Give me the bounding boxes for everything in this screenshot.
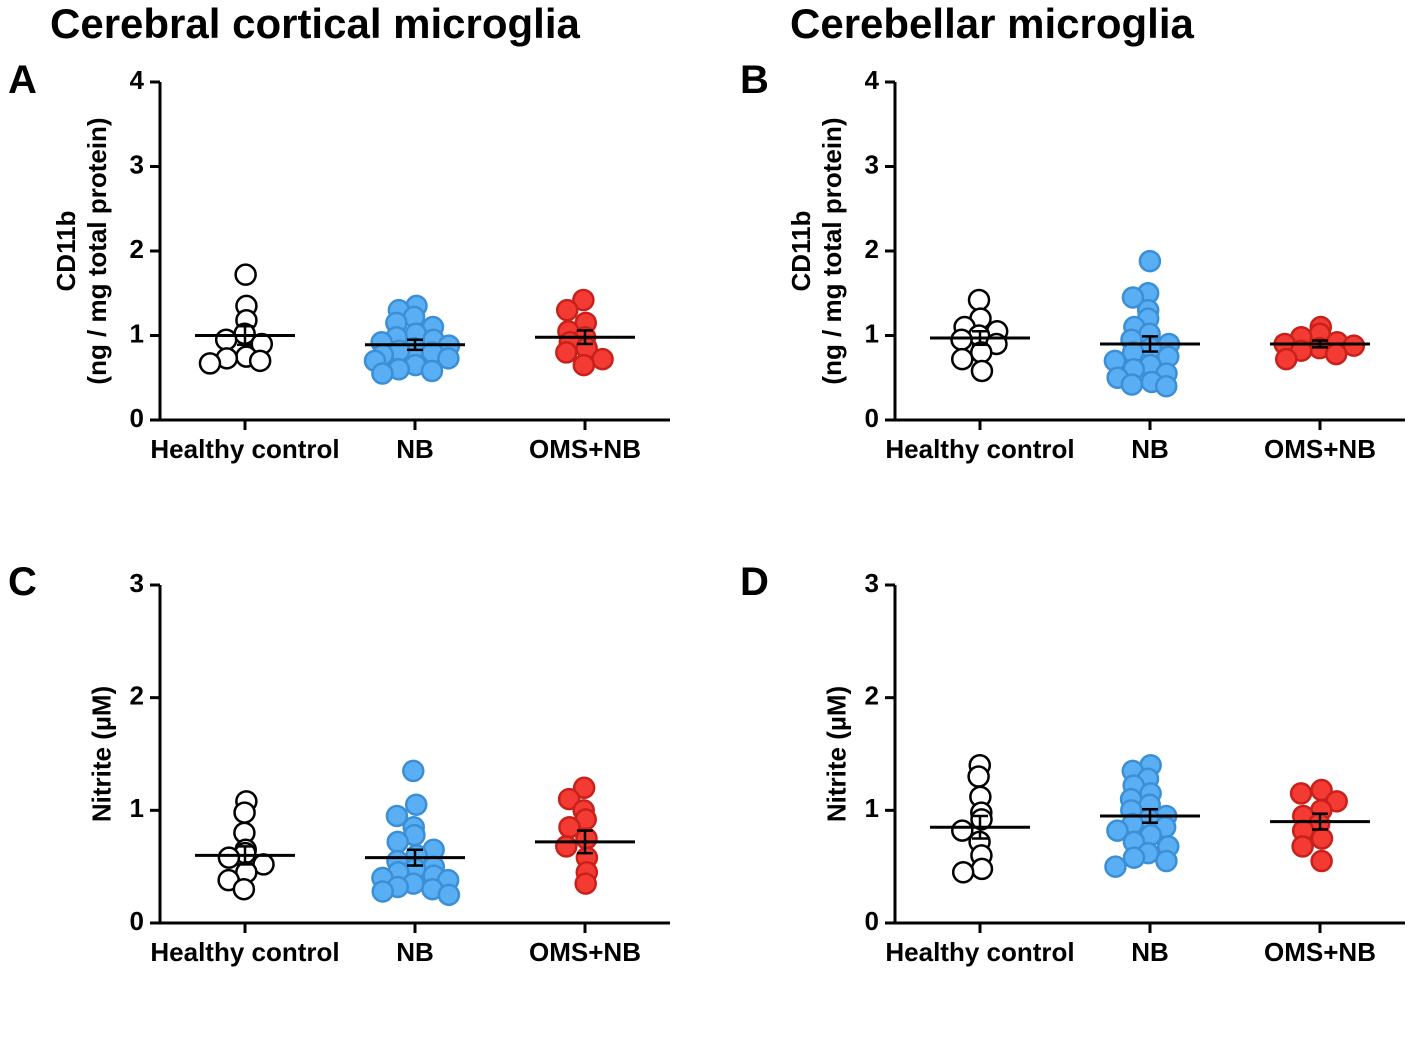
panel-label-B: B xyxy=(740,58,769,103)
plot-A: 0 1 2 3 4 xyxy=(130,52,700,500)
panel-label-C: C xyxy=(8,560,37,605)
svg-text:2: 2 xyxy=(130,234,144,264)
column-title-1: Cerebellar microglia xyxy=(790,0,1194,48)
ylabel-C: Nitrite (µM) xyxy=(87,686,118,822)
svg-text:2: 2 xyxy=(865,234,879,264)
ylabel-D-l0: Nitrite (µM) xyxy=(822,686,853,822)
svg-text:4: 4 xyxy=(865,65,880,95)
ylabel-C-l0: Nitrite (µM) xyxy=(87,686,118,822)
svg-text:1: 1 xyxy=(130,318,144,348)
ylabel-B-l1: (ng / mg total protein) xyxy=(817,117,848,384)
svg-text:3: 3 xyxy=(130,568,144,598)
svg-text:2: 2 xyxy=(130,681,144,711)
svg-text:0: 0 xyxy=(130,403,144,433)
ylabel-D: Nitrite (µM) xyxy=(822,686,853,822)
svg-text:4: 4 xyxy=(130,65,145,95)
ylabel-A: CD11b(ng / mg total protein) xyxy=(51,117,113,384)
ylabel-A-l0: CD11b xyxy=(51,117,82,384)
xlabel-B-oms: OMS+NB xyxy=(1210,434,1418,465)
svg-text:3: 3 xyxy=(865,149,879,179)
svg-text:1: 1 xyxy=(865,793,879,823)
figure-root: Cerebral cortical microglia Cerebellar mi… xyxy=(0,0,1418,1062)
xlabel-A-oms: OMS+NB xyxy=(475,434,695,465)
xlabel-C-oms: OMS+NB xyxy=(475,937,695,968)
svg-text:3: 3 xyxy=(130,149,144,179)
column-title-0: Cerebral cortical microglia xyxy=(50,0,580,48)
plot-B: 0 1 2 3 4 xyxy=(865,52,1418,500)
svg-text:0: 0 xyxy=(865,403,879,433)
ylabel-A-l1: (ng / mg total protein) xyxy=(82,117,113,384)
plot-C: 0 1 2 3 xyxy=(130,555,700,1003)
svg-text:1: 1 xyxy=(865,318,879,348)
xlabel-D-oms: OMS+NB xyxy=(1210,937,1418,968)
svg-text:1: 1 xyxy=(130,793,144,823)
ylabel-B: CD11b(ng / mg total protein) xyxy=(786,117,848,384)
panel-label-D: D xyxy=(740,560,769,605)
svg-text:2: 2 xyxy=(865,681,879,711)
panel-label-A: A xyxy=(8,58,37,103)
svg-text:0: 0 xyxy=(130,906,144,936)
ylabel-B-l0: CD11b xyxy=(786,117,817,384)
svg-text:3: 3 xyxy=(865,568,879,598)
plot-D: 0 1 2 3 xyxy=(865,555,1418,1003)
svg-text:0: 0 xyxy=(865,906,879,936)
